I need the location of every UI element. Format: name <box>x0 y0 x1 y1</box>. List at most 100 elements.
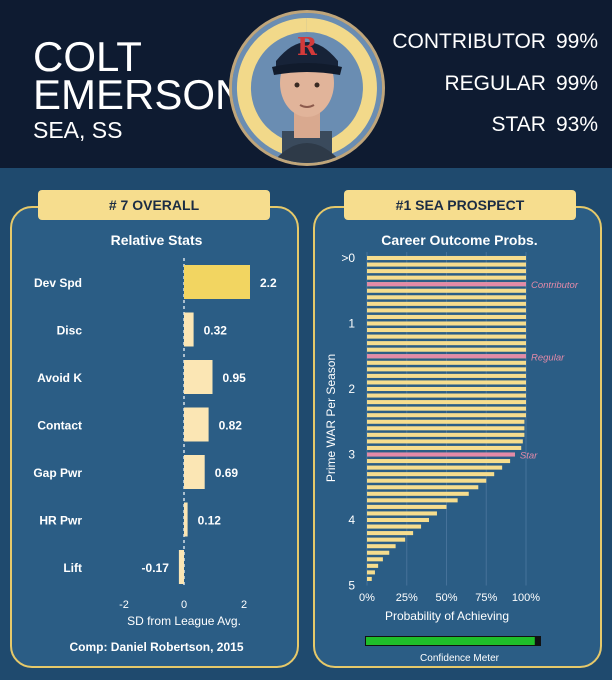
outcome-star-value: 93% <box>555 113 598 136</box>
outcome-bar <box>367 472 495 477</box>
outcome-contributor-value: 99% <box>555 30 598 53</box>
stat-bar-disc <box>184 312 194 347</box>
outcome-bar <box>367 400 526 405</box>
stat-value-label: 0.82 <box>219 419 243 433</box>
outcome-bar <box>367 511 437 516</box>
outcome-bar <box>367 413 526 418</box>
outcome-bar <box>367 419 525 424</box>
marker-bar-regular <box>367 354 526 359</box>
team-rank-badge: #1 SEA PROSPECT <box>344 190 576 220</box>
outcome-bar <box>367 308 526 313</box>
outcome-bar <box>367 314 526 319</box>
stat-name: HR Pwr <box>39 514 82 528</box>
outcome-bar <box>367 269 526 274</box>
overall-rank-badge: # 7 OVERALL <box>38 190 270 220</box>
outcome-bar <box>367 537 406 542</box>
comparable-player: Comp: Daniel Robertson, 2015 <box>69 640 244 654</box>
outcome-contributor: CONTRIBUTOR 99% <box>392 30 598 54</box>
stat-value-label: 2.2 <box>260 276 277 290</box>
outcome-bar <box>367 341 526 346</box>
outcome-bar <box>367 517 430 523</box>
outcome-bar <box>367 563 379 568</box>
marker-label-regular: Regular <box>531 352 565 363</box>
outcome-bar <box>367 367 526 372</box>
x-axis-label: Probability of Achieving <box>385 609 509 623</box>
y-tick-label: 3 <box>348 448 355 462</box>
outcome-bar <box>367 531 414 536</box>
outcome-bar <box>367 504 447 509</box>
outcome-bar <box>367 328 526 333</box>
x-tick-label: -2 <box>119 599 129 611</box>
outcome-bar <box>367 295 526 300</box>
player-avatar: R <box>229 10 385 166</box>
x-tick-label: 2 <box>241 599 247 611</box>
outcome-contributor-label: CONTRIBUTOR <box>392 30 546 53</box>
stat-name: Contact <box>37 419 82 433</box>
stat-bar-lift <box>178 550 184 584</box>
outcome-bar <box>367 576 372 581</box>
stat-value-label: 0.69 <box>215 466 239 480</box>
outcome-bar <box>367 321 526 326</box>
outcome-bar <box>367 275 526 280</box>
outcome-bar <box>367 498 458 503</box>
marker-label-star: Star <box>520 451 538 462</box>
x-tick-label: 25% <box>396 592 418 604</box>
stat-value-label: 0.12 <box>198 514 222 528</box>
y-tick-label: 4 <box>348 513 355 527</box>
marker-bar-star <box>367 452 515 457</box>
outcome-bar <box>367 485 479 490</box>
outcome-bar <box>367 557 383 562</box>
stat-name: Disc <box>57 324 83 338</box>
outcome-bar <box>367 524 422 529</box>
stat-name: Lift <box>63 561 82 575</box>
y-tick-label: >0 <box>341 251 355 265</box>
stat-bar-gap-pwr <box>184 455 205 489</box>
x-tick-label: 50% <box>435 592 457 604</box>
stat-value-label: -0.17 <box>142 561 170 575</box>
confidence-meter-fill <box>366 637 535 645</box>
stat-value-label: 0.32 <box>204 324 228 338</box>
outcome-star: STAR 93% <box>492 113 598 137</box>
stat-bar-contact <box>184 407 209 442</box>
stat-bar-hr-pwr <box>184 502 188 537</box>
outcome-bar <box>367 465 503 470</box>
outcome-regular-value: 99% <box>555 72 598 95</box>
svg-text:R: R <box>297 32 318 61</box>
outcome-bar <box>367 426 525 431</box>
outcome-bar <box>367 373 526 378</box>
outcome-bar <box>367 439 523 444</box>
outcome-bar <box>367 445 522 450</box>
relative-stats-chart: Dev Spd 2.2 Disc 0.32 Avoid K 0.95 Contact 0.82… <box>33 258 277 628</box>
outcome-regular-label: REGULAR <box>444 72 546 95</box>
stat-name: Dev Spd <box>34 276 82 290</box>
marker-bar-contributor <box>367 282 526 287</box>
relative-stats-panel: Relative Stats Dev Spd 2.2 Disc 0.32 Avoid K… <box>10 206 299 668</box>
outcome-bar <box>367 393 526 398</box>
career-outcome-panel: Career Outcome Probs. Contributor Regular… <box>313 206 602 668</box>
outcome-bar <box>367 360 526 365</box>
outcome-bar <box>367 406 526 411</box>
outcome-bar <box>367 301 526 306</box>
y-axis-label: Prime WAR Per Season <box>324 354 338 482</box>
relative-stats-title: Relative Stats <box>110 232 203 248</box>
outcome-bar <box>367 570 375 575</box>
outcome-bar <box>367 347 526 352</box>
outcome-regular: REGULAR 99% <box>444 72 598 96</box>
outcome-bar <box>367 386 526 392</box>
outcome-bar <box>367 544 396 549</box>
outcome-bar <box>367 288 526 293</box>
outcome-bar <box>367 334 526 339</box>
player-first-name: COLT <box>33 33 142 80</box>
outcome-bar <box>367 459 511 464</box>
player-team-position: SEA, SS <box>33 117 123 143</box>
player-last-name: EMERSON <box>33 71 246 118</box>
x-tick-label: 100% <box>512 592 540 604</box>
stat-bar-dev-spd <box>184 265 250 299</box>
y-tick-label: 1 <box>348 317 355 331</box>
x-tick-label: 0 <box>181 599 187 611</box>
stat-bar-avoid-k <box>184 360 213 394</box>
player-header: COLT EMERSON SEA, SS R CONTRIBUTOR 99% RE… <box>0 0 612 168</box>
chart-title: Career Outcome Probs. <box>381 232 538 248</box>
outcome-bar <box>367 550 390 555</box>
